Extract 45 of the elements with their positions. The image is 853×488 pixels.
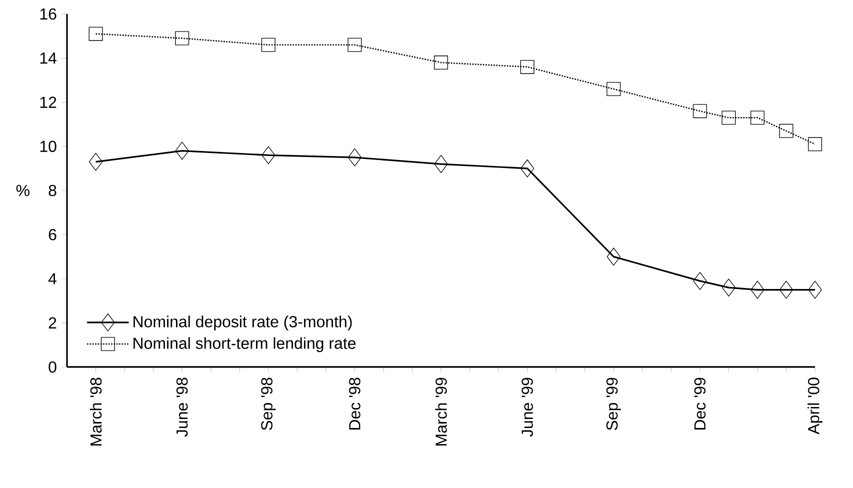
point — [606, 82, 621, 96]
point — [750, 280, 764, 299]
y-tick-label: 8 — [48, 184, 56, 196]
point — [693, 272, 707, 290]
y-tick-label: 12 — [40, 96, 56, 108]
x-tick-label: April '00 — [808, 378, 822, 434]
point — [722, 110, 736, 125]
point — [808, 137, 822, 152]
point — [750, 110, 764, 125]
point — [779, 280, 794, 299]
point — [434, 56, 448, 70]
x-tick-label: Sep '99 — [606, 378, 621, 430]
x-tick-label: June '99 — [522, 378, 533, 437]
point — [520, 60, 534, 74]
x-tick-label: June '98 — [176, 378, 188, 437]
y-tick-label: 4 — [48, 273, 56, 284]
y-axis-title: % — [16, 184, 30, 196]
point — [261, 38, 276, 52]
point — [692, 104, 707, 118]
point — [348, 38, 362, 52]
x-tick-label: Dec '98 — [349, 378, 360, 430]
point — [262, 146, 276, 164]
y-tick-label: 14 — [40, 52, 56, 64]
point — [175, 31, 190, 46]
legend-label: Nominal deposit rate (3-month) — [134, 316, 352, 331]
legend-label: Nominal short-term lending rate — [134, 337, 356, 352]
x-tick-label: March '99 — [435, 378, 447, 446]
x-tick-label: Dec '99 — [694, 378, 706, 430]
point — [88, 152, 103, 171]
x-tick-label: March '98 — [90, 378, 102, 446]
y-tick-label: 10 — [40, 140, 56, 152]
y-tick-label: 16 — [40, 8, 56, 20]
point — [606, 248, 620, 266]
point — [722, 278, 736, 297]
x-tick-label: Sep '98 — [261, 378, 276, 430]
y-tick-label: 0 — [48, 361, 56, 373]
point — [779, 124, 794, 138]
y-tick-label: 6 — [48, 228, 56, 240]
point — [434, 155, 448, 174]
point — [808, 280, 822, 299]
y-tick-label: 2 — [48, 317, 56, 328]
point — [348, 148, 362, 166]
point — [175, 142, 189, 160]
point — [88, 26, 103, 41]
point — [520, 159, 534, 178]
